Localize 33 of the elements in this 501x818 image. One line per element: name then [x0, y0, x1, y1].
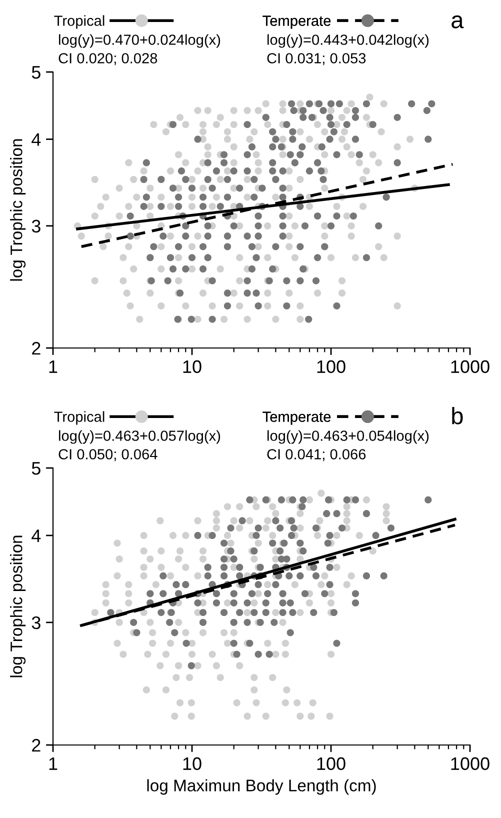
chart-title: a [452, 15, 464, 28]
chart-title: b [452, 406, 463, 424]
x-tick-label: 1000 [451, 757, 490, 770]
text: log(y)=0.470+0.024log(x) [58, 34, 220, 48]
x-tick-label: 10 [183, 360, 202, 374]
text: CI 0.041; 0.066 [267, 449, 366, 462]
x-tick-label: 100 [317, 360, 346, 374]
text: CI 0.020; 0.028 [58, 53, 158, 66]
x-tick-label: 1 [49, 757, 58, 770]
text: CI 0.050; 0.064 [58, 449, 158, 462]
y-tick-label: 3 [32, 220, 40, 233]
y-tick-label: 4 [32, 530, 41, 542]
text: log(y)=0.443+0.042log(x) [267, 34, 429, 48]
y-tick-label: 3 [32, 616, 40, 630]
y-tick-label: 5 [32, 462, 40, 475]
text: log(y)=0.463+0.057log(x) [58, 430, 220, 444]
y-axis-title: log Trophic position [10, 536, 26, 678]
legend-label: Tropical [54, 15, 104, 29]
text: CI 0.031; 0.053 [267, 53, 366, 66]
y-tick-label: 4 [32, 133, 41, 146]
y-tick-label: 2 [32, 738, 40, 752]
legend-label: Temperate [262, 16, 331, 29]
y-tick-label: 2 [32, 342, 40, 355]
legend-label: Temperate [262, 412, 331, 425]
x-tick-label: 1 [49, 360, 58, 373]
text: log(y)=0.463+0.054log(x) [267, 430, 429, 444]
y-tick-label: 5 [32, 66, 40, 79]
y-axis-title: log Trophic position [10, 139, 26, 281]
x-tick-label: 100 [317, 757, 346, 770]
x-tick-label: 10 [183, 757, 202, 770]
legend-label: Tropical [54, 411, 104, 425]
x-axis-title: log Maximun Body Length (cm) [147, 779, 376, 795]
x-tick-label: 1000 [451, 360, 490, 374]
